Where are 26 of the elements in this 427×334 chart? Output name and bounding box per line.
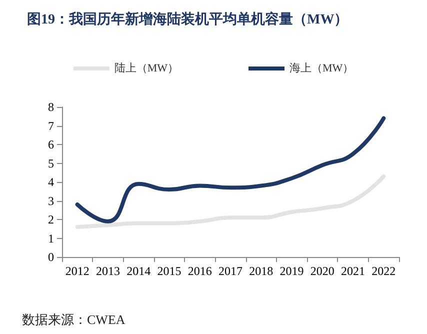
x-tick-label: 2019 — [280, 264, 304, 278]
x-tick-label: 2015 — [157, 264, 182, 278]
y-tick-label: 8 — [48, 100, 54, 114]
x-tick-label: 2020 — [310, 264, 334, 278]
x-tick-label: 2018 — [249, 264, 274, 278]
x-tick-label: 2012 — [65, 264, 90, 278]
y-tick-label: 2 — [48, 212, 54, 226]
y-tick-label: 1 — [48, 231, 54, 246]
legend-label: 陆上（MW） — [114, 62, 179, 74]
y-tick-label: 5 — [48, 156, 54, 170]
x-tick-label: 2021 — [341, 264, 366, 278]
x-tick-label: 2014 — [126, 264, 151, 278]
chart-title: 图19：我国历年新增海陆装机平均单机容量（MW） — [27, 10, 348, 28]
y-tick-label: 6 — [48, 138, 54, 152]
y-tick-label: 4 — [48, 175, 54, 189]
legend-label: 海上（MW） — [290, 62, 354, 74]
y-tick-label: 7 — [48, 118, 54, 133]
x-tick-label: 2016 — [188, 264, 212, 278]
line-series — [75, 116, 386, 224]
x-tick-label: 2013 — [96, 264, 120, 278]
x-tick-label: 2017 — [218, 264, 242, 278]
line-series — [75, 174, 386, 229]
y-tick-label: 3 — [48, 194, 54, 208]
y-tick-label: 0 — [48, 250, 54, 264]
source-note: 数据来源：CWEA — [22, 312, 126, 327]
x-tick-label: 2022 — [372, 264, 396, 278]
